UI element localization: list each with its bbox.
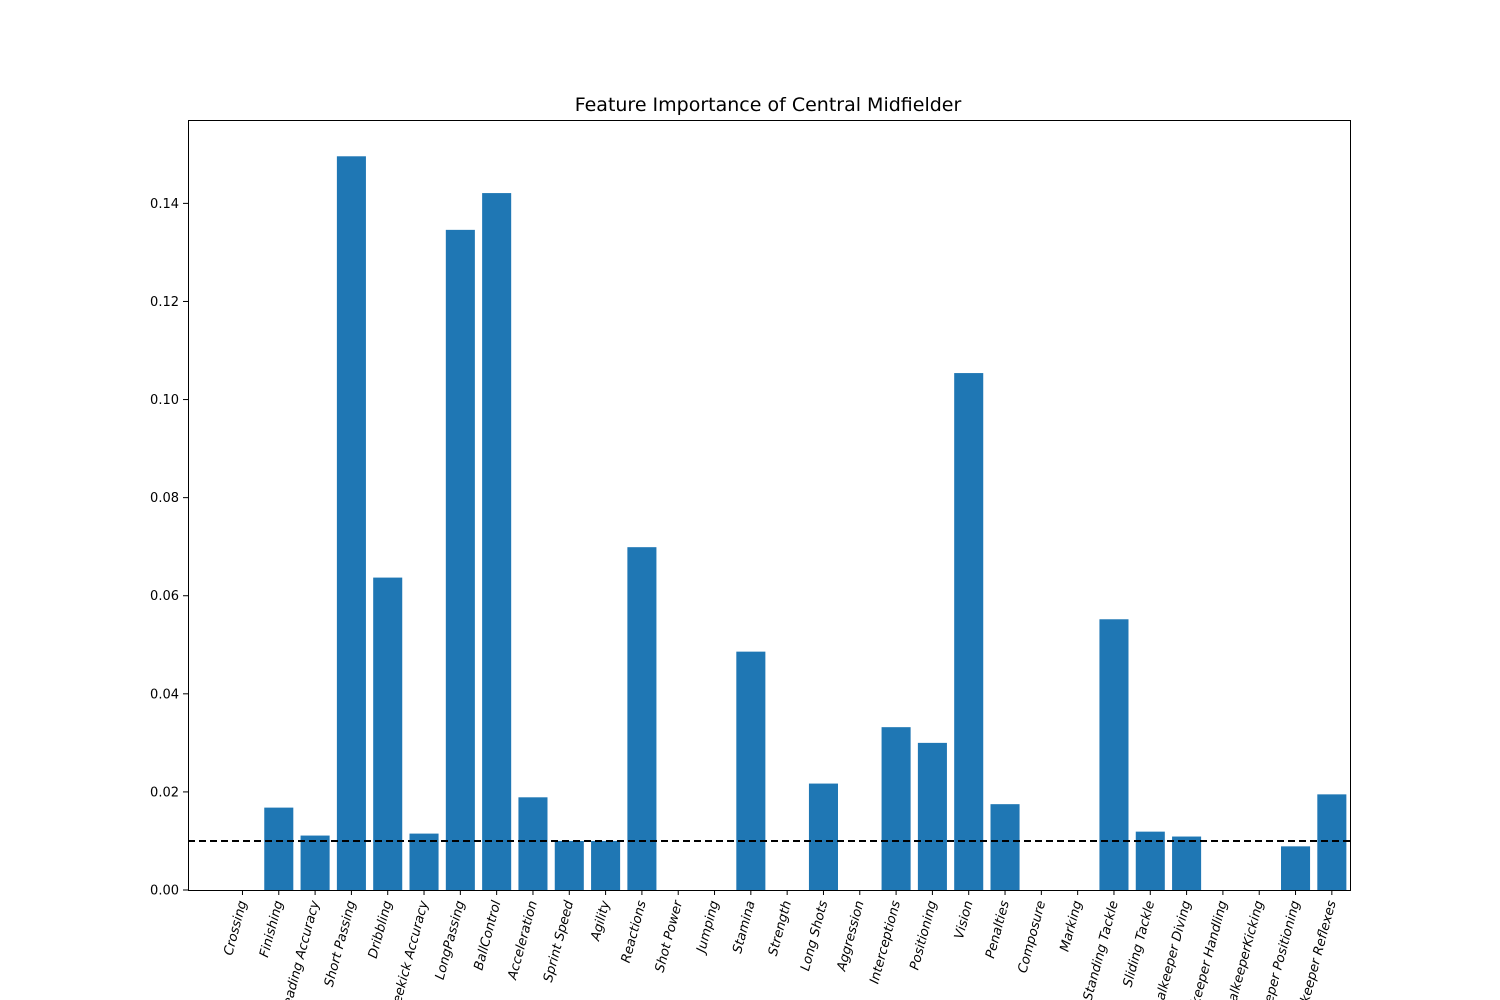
y-tick-label: 0.04 [150, 687, 179, 702]
x-tick-label: Standing Tackle [1081, 899, 1122, 1000]
x-tick-label: Freekick Accuracy [387, 899, 432, 1000]
bar-dribbling [373, 577, 403, 890]
x-tick-label: Dribbling [366, 899, 396, 960]
bar-goalkeeper-diving [1172, 836, 1202, 890]
bar-heading-accuracy [300, 835, 330, 890]
bar-interceptions [881, 727, 911, 890]
bar-vision [954, 373, 984, 890]
bar-acceleration [518, 797, 548, 890]
bar-standing-tackle [1099, 619, 1129, 890]
x-tick-label: Shot Power [653, 898, 687, 974]
bar-short-passing [336, 156, 366, 891]
x-tick-label: Acceleration [505, 899, 541, 982]
x-tick-label: Short Passing [322, 899, 359, 988]
x-tick-label: Reactions [619, 899, 650, 965]
bar-agility [591, 840, 621, 890]
bars-group [264, 156, 1347, 891]
bar-long-shots [808, 783, 838, 890]
x-tick-label: Agility [588, 899, 613, 944]
x-tick-label: Strength [766, 899, 795, 957]
y-tick-label: 0.06 [150, 589, 179, 604]
bar-reactions [627, 547, 657, 890]
y-tick-label: 0.14 [150, 197, 179, 212]
x-tick-label: Penalties [983, 899, 1013, 960]
x-tick-label: Long Shots [798, 899, 831, 973]
x-tick-label: Vision [952, 899, 977, 941]
bar-freekick-accuracy [409, 833, 439, 890]
bar-goalkeeper-reflexes [1317, 794, 1347, 890]
chart-title: Feature Importance of Central Midfielder [575, 94, 962, 116]
x-tick-label: Interceptions [867, 899, 904, 986]
bar-goalkeeper-positioning [1281, 846, 1311, 890]
x-tick-label: Finishing [257, 899, 287, 959]
bar-ballcontrol [482, 193, 512, 890]
bar-positioning [917, 742, 947, 890]
y-tick-label: 0.02 [150, 785, 179, 800]
x-tick-label: Sliding Tackle [1121, 899, 1158, 989]
x-tick-label: Jumping [693, 899, 722, 957]
x-tick-label: Sprint Speed [541, 898, 577, 983]
x-tick-label: Composure [1015, 899, 1049, 975]
x-tick-label: Aggression [834, 899, 867, 973]
x-tick-label: Goalkeeper Diving [1149, 899, 1195, 1000]
y-tick-label: 0.12 [150, 295, 179, 310]
bar-longpassing [445, 229, 475, 891]
x-tick-label: Positioning [907, 899, 940, 972]
x-tick-label: Marking [1058, 899, 1086, 953]
x-tick-label: Heading Accuracy [278, 899, 323, 1000]
bar-penalties [990, 804, 1020, 890]
y-axis: 0.00 0.02 0.04 0.06 0.08 0.10 0.12 0.14 [150, 197, 188, 899]
bar-stamina [736, 651, 766, 890]
plot-frame [188, 120, 1351, 891]
bar-sprint-speed [554, 840, 584, 890]
x-tick-label: Crossing [221, 899, 250, 957]
bar-finishing [264, 807, 294, 890]
x-tick-label: BallControl [472, 899, 505, 972]
x-tick-label: GoalkeeperKicking [1221, 899, 1267, 1000]
x-tick-label: LongPassing [433, 899, 468, 981]
x-tick-label: Stamina [730, 899, 758, 955]
y-tick-label: 0.08 [150, 491, 179, 506]
y-tick-label: 0.10 [150, 393, 179, 408]
y-tick-label: 0.00 [150, 884, 179, 899]
